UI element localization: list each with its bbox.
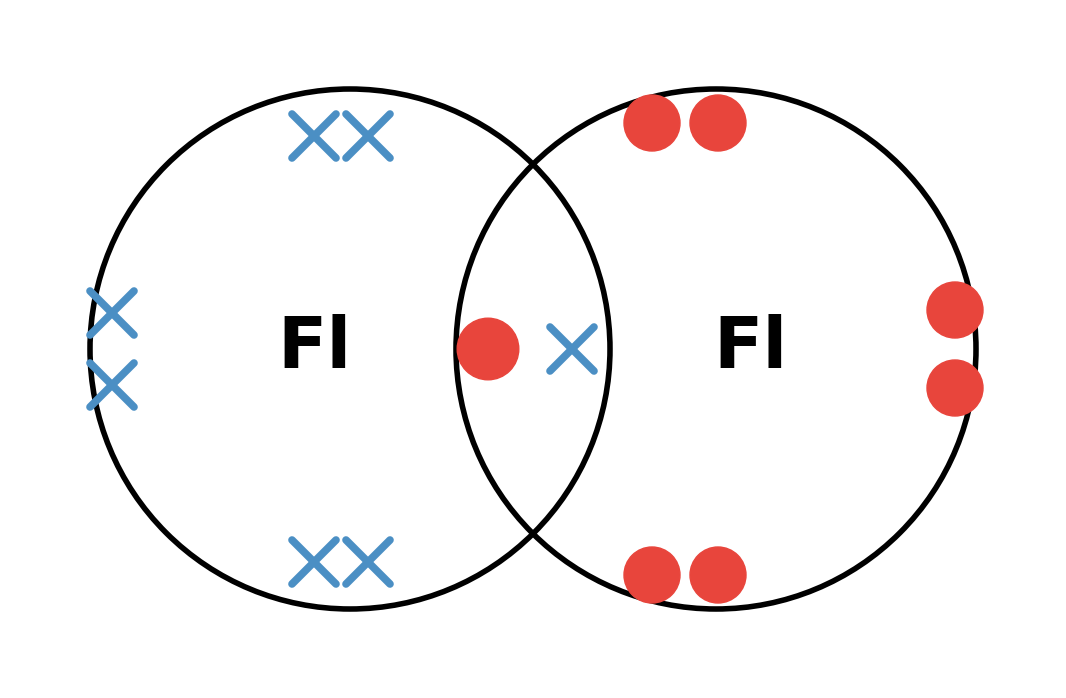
Circle shape bbox=[690, 547, 746, 603]
Circle shape bbox=[457, 318, 519, 380]
Circle shape bbox=[624, 547, 680, 603]
Text: Fl: Fl bbox=[278, 315, 352, 383]
Circle shape bbox=[927, 282, 983, 338]
Circle shape bbox=[624, 95, 680, 151]
Text: Fl: Fl bbox=[714, 315, 788, 383]
Circle shape bbox=[927, 360, 983, 416]
Circle shape bbox=[690, 95, 746, 151]
